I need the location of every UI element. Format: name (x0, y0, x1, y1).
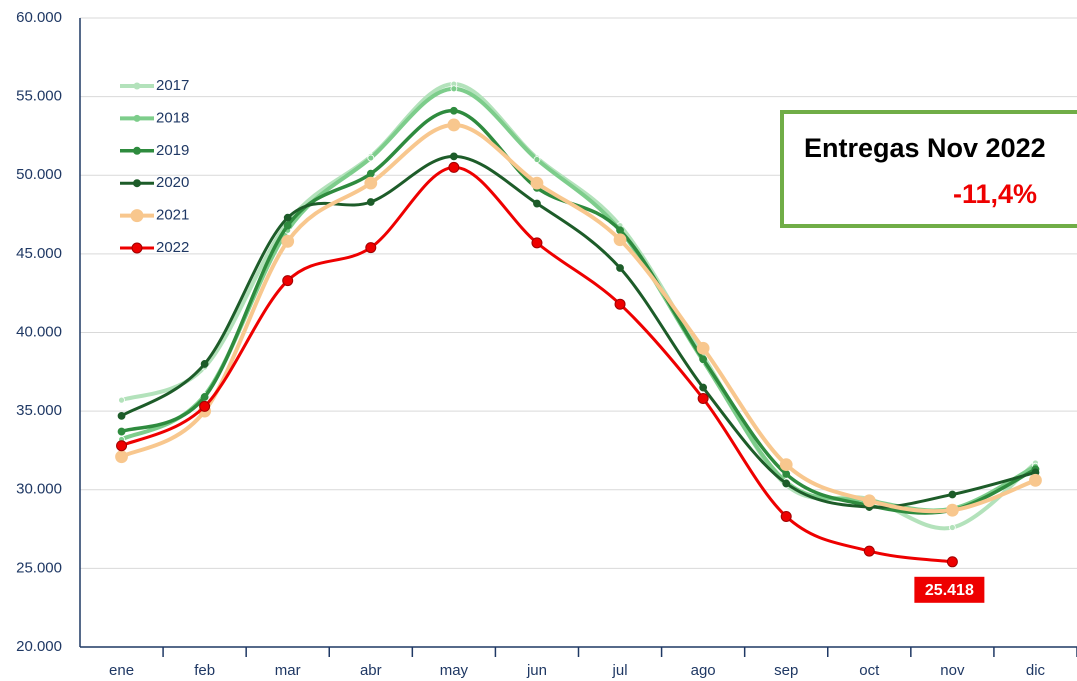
data-point (449, 152, 458, 161)
data-point (699, 355, 708, 364)
x-tick-label: ene (109, 662, 134, 679)
data-point (782, 470, 791, 478)
annotation-title: Entregas Nov 2022 (804, 133, 1046, 163)
data-point (696, 341, 710, 355)
data-point (367, 154, 375, 162)
legend-label: 2017 (156, 77, 189, 94)
y-tick-label: 30.000 (16, 481, 62, 498)
legend-label: 2020 (156, 174, 189, 191)
x-tick-label: dic (1026, 662, 1046, 679)
data-point (117, 411, 126, 420)
data-point (533, 199, 541, 208)
data-point (448, 161, 460, 173)
x-tick-label: sep (774, 662, 798, 679)
data-point (616, 226, 624, 235)
data-point (283, 213, 292, 222)
y-tick-label: 55.000 (16, 88, 62, 105)
legend-marker (130, 209, 144, 223)
legend-label: 2022 (156, 239, 189, 256)
data-point (366, 169, 375, 178)
x-tick-label: jul (612, 662, 628, 679)
y-tick-label: 25.000 (16, 559, 62, 576)
data-point (613, 233, 627, 247)
data-point (531, 237, 543, 249)
x-tick-label: abr (360, 662, 382, 679)
y-tick-label: 35.000 (16, 402, 62, 419)
x-tick-label: feb (194, 662, 215, 679)
annotation-text: -11,4% (953, 179, 1037, 209)
data-point (779, 458, 793, 471)
data-point (449, 106, 458, 115)
data-point (447, 118, 461, 132)
legend-marker (133, 82, 141, 90)
y-tick-label: 50.000 (16, 166, 62, 183)
data-point (945, 503, 959, 517)
data-point (116, 440, 128, 452)
legend-label: 2021 (156, 207, 189, 224)
data-point (697, 393, 709, 405)
data-point (699, 383, 708, 392)
x-tick-label: ago (691, 662, 716, 679)
data-point (1029, 473, 1042, 487)
data-point (863, 545, 875, 557)
data-point (948, 490, 957, 499)
data-point (117, 427, 126, 436)
data-point (281, 234, 295, 248)
x-tick-label: nov (940, 662, 965, 679)
data-point (616, 264, 624, 272)
data-point (118, 396, 125, 404)
annotation-box (780, 110, 1077, 228)
y-tick-label: 45.000 (16, 245, 62, 262)
legend-marker (133, 114, 141, 122)
x-tick-label: mar (275, 662, 301, 679)
data-point (948, 524, 956, 531)
data-point (780, 510, 792, 522)
data-point (200, 393, 209, 401)
data-point (364, 176, 378, 190)
legend-marker (133, 146, 141, 155)
data-point (450, 85, 458, 93)
y-tick-label: 20.000 (16, 638, 62, 655)
legend-label: 2018 (156, 109, 189, 126)
legend-marker (133, 179, 141, 188)
data-point (614, 298, 626, 310)
data-point (782, 479, 791, 488)
legend-marker (131, 242, 143, 254)
y-tick-label: 60.000 (16, 9, 62, 26)
annotation: Entregas Nov 2022 -11,4% (780, 110, 1077, 228)
x-tick-label: oct (859, 662, 880, 679)
data-point (365, 242, 377, 254)
x-tick-label: may (440, 662, 469, 679)
data-point (366, 198, 375, 206)
data-label: 25.418 (925, 582, 974, 599)
data-point (530, 176, 544, 190)
legend-label: 2019 (156, 142, 189, 159)
data-point (282, 275, 294, 287)
data-point (200, 360, 209, 368)
y-tick-label: 40.000 (16, 323, 62, 340)
data-point (199, 400, 211, 412)
data-point (283, 221, 292, 230)
data-point (115, 450, 128, 464)
data-point (862, 494, 876, 508)
data-point (533, 156, 541, 163)
data-point (946, 556, 958, 568)
data-label-box (914, 576, 985, 603)
x-tick-label: jun (526, 662, 547, 679)
